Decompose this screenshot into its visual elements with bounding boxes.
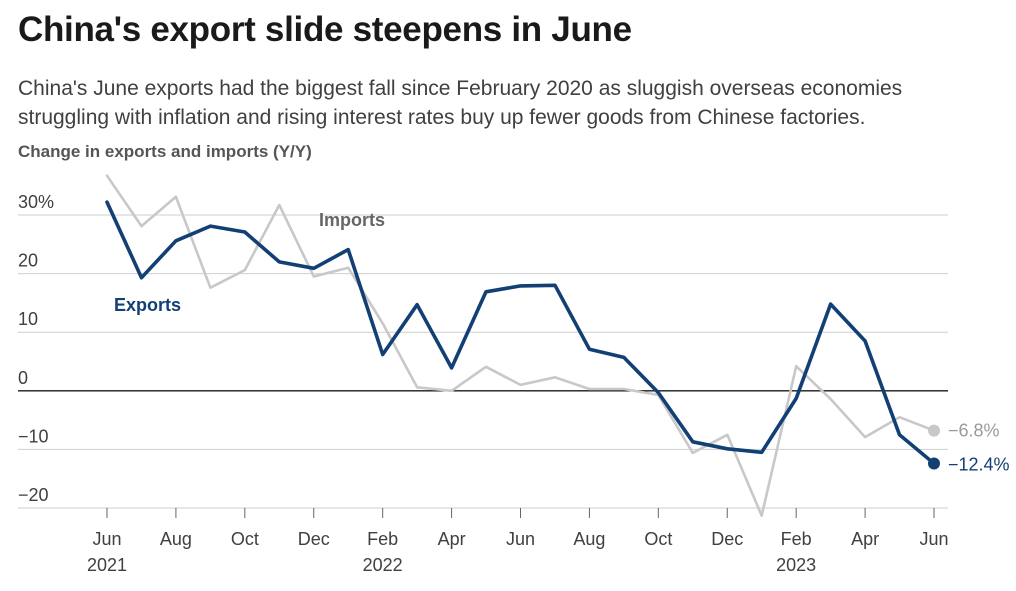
series-line-exports — [105, 200, 936, 466]
series-line-imports — [105, 174, 936, 517]
y-tick-label: 30% — [18, 192, 54, 212]
series-label-imports: Imports — [319, 210, 385, 230]
x-tick-label: Oct — [644, 529, 672, 549]
x-tick-label: Jun — [919, 529, 948, 549]
end-value-label-exports: −12.4% — [948, 454, 1010, 474]
y-tick-label: 0 — [18, 368, 28, 388]
x-tick-year-label: 2023 — [776, 555, 816, 575]
x-tick-label: Aug — [160, 529, 192, 549]
end-marker-imports — [928, 424, 940, 437]
x-tick-label: Feb — [367, 529, 398, 549]
x-ticks: Jun 2021 Aug Oct Dec Feb 2022 Apr Jun Aug Oct Dec Fe… — [87, 508, 949, 575]
end-markers: −6.8% −12.4% — [928, 421, 1010, 474]
x-tick-label: Jun — [92, 529, 121, 549]
series-lines — [105, 174, 936, 517]
y-tick-label: 20 — [18, 251, 38, 271]
y-tick-labels: 30% 20 10 0 −10 −20 — [18, 192, 54, 505]
chart-subtitle: China's June exports had the biggest fal… — [18, 77, 903, 129]
x-tick-year-label: 2021 — [87, 555, 127, 575]
x-tick-label: Apr — [851, 529, 879, 549]
x-tick-label: Aug — [573, 529, 605, 549]
y-tick-label: 10 — [18, 309, 38, 329]
end-value-label-imports: −6.8% — [948, 421, 1000, 441]
y-tick-label: −10 — [18, 426, 49, 446]
x-tick-label: Dec — [298, 529, 330, 549]
x-tick-year-label: 2022 — [363, 555, 403, 575]
x-tick-label: Feb — [781, 529, 812, 549]
x-tick-label: Dec — [711, 529, 743, 549]
gridlines — [18, 214, 948, 509]
series-label-exports: Exports — [114, 295, 181, 315]
x-tick-label: Apr — [438, 529, 466, 549]
y-axis-title: Change in exports and imports (Y/Y) — [18, 142, 312, 161]
chart-title: China's export slide steepens in June — [18, 10, 632, 49]
y-tick-label: −20 — [18, 485, 49, 505]
x-tick-label: Jun — [506, 529, 535, 549]
end-marker-exports — [928, 457, 940, 470]
x-tick-label: Oct — [231, 529, 259, 549]
